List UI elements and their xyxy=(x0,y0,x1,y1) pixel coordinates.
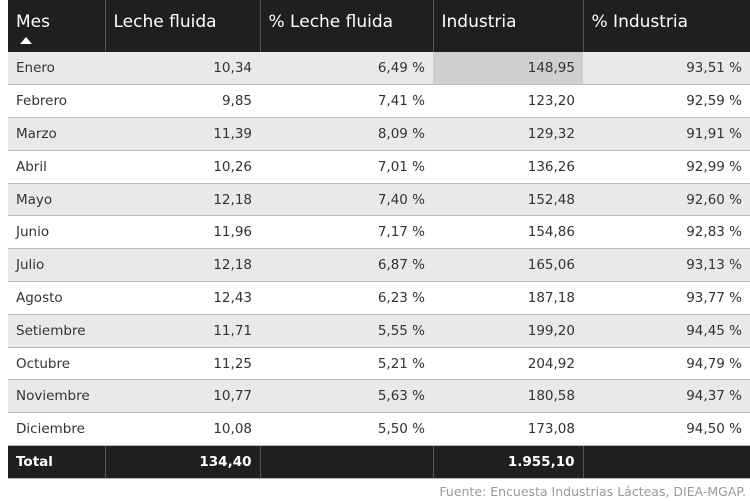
table-cell: 6,87 % xyxy=(260,248,433,283)
column-header: Leche fluida xyxy=(105,0,261,52)
table-row: Agosto 12,43 6,23 % 187,18 93,77 % xyxy=(8,281,750,315)
table-cell: 180,58 xyxy=(433,379,583,414)
table-cell: 94,79 % xyxy=(583,347,750,381)
table-row: Setiembre 11,71 5,55 % 199,20 94,45 % xyxy=(8,314,750,348)
table-row: Octubre 11,25 5,21 % 204,92 94,79 % xyxy=(8,347,750,381)
table-cell: Julio xyxy=(8,248,105,283)
table-cell: Noviembre xyxy=(8,379,105,414)
total-cell xyxy=(260,445,434,480)
table-cell: 152,48 xyxy=(433,183,583,217)
table-cell: 92,59 % xyxy=(583,84,750,119)
table-cell: 91,91 % xyxy=(583,117,750,151)
table-cell: 199,20 xyxy=(433,314,583,348)
table-cell: Enero xyxy=(8,52,105,86)
sort-arrow xyxy=(20,37,32,44)
table-cell: 173,08 xyxy=(433,412,583,447)
total-cell: 1.955,10 xyxy=(433,445,584,480)
table-cell: 7,40 % xyxy=(260,183,433,217)
table-row: Mayo 12,18 7,40 % 152,48 92,60 % xyxy=(8,183,750,217)
table-cell: 148,95 xyxy=(433,52,583,86)
table-cell: 93,13 % xyxy=(583,248,750,283)
table-cell: 11,25 xyxy=(105,347,260,381)
table-row: Julio 12,18 6,87 % 165,06 93,13 % xyxy=(8,248,750,283)
table-cell: 11,39 xyxy=(105,117,260,151)
data-table: Mes Leche fluida% Leche fluida Industria% … xyxy=(8,0,750,480)
table-cell: Marzo xyxy=(8,117,105,151)
table-row: Junio 11,96 7,17 % 154,86 92,83 % xyxy=(8,215,750,250)
table-cell: 9,85 xyxy=(105,84,260,119)
table-cell: 93,77 % xyxy=(583,281,750,315)
table-cell: 12,43 xyxy=(105,281,260,315)
table-cell: Mayo xyxy=(8,183,105,217)
table-cell: 165,06 xyxy=(433,248,583,283)
table-cell: 10,26 xyxy=(105,150,260,184)
table-cell: 92,60 % xyxy=(583,183,750,217)
table-cell: 94,50 % xyxy=(583,412,750,447)
table-cell: 187,18 xyxy=(433,281,583,315)
column-header: Industria xyxy=(433,0,584,52)
table-cell: Diciembre xyxy=(8,412,105,447)
table-cell: 154,86 xyxy=(433,215,583,250)
column-header: % Industria xyxy=(583,0,750,52)
table-cell: Setiembre xyxy=(8,314,105,348)
source-note: Fuente: Encuesta Industrias Lácteas, DIE… xyxy=(439,484,746,499)
table-cell: 8,09 % xyxy=(260,117,433,151)
table-cell: 93,51 % xyxy=(583,52,750,86)
table-cell: 7,17 % xyxy=(260,215,433,250)
table-cell: 92,83 % xyxy=(583,215,750,250)
table-cell: 123,20 xyxy=(433,84,583,119)
column-header: % Leche fluida xyxy=(260,0,434,52)
total-cell: 134,40 xyxy=(105,445,261,480)
table-row: Febrero 9,85 7,41 % 123,20 92,59 % xyxy=(8,84,750,119)
table-cell: 11,71 xyxy=(105,314,260,348)
table-cell: 10,77 xyxy=(105,379,260,414)
table-cell: 129,32 xyxy=(433,117,583,151)
table-cell: Febrero xyxy=(8,84,105,119)
table-cell: 10,34 xyxy=(105,52,260,86)
table-cell: 6,49 % xyxy=(260,52,433,86)
table-cell: Octubre xyxy=(8,347,105,381)
header-row: Mes Leche fluida% Leche fluida Industria% … xyxy=(8,0,750,52)
table-cell: 5,63 % xyxy=(260,379,433,414)
table-cell: 94,37 % xyxy=(583,379,750,414)
table-row: Marzo 11,39 8,09 % 129,32 91,91 % xyxy=(8,117,750,151)
table-cell: Agosto xyxy=(8,281,105,315)
table-row: Noviembre 10,77 5,63 % 180,58 94,37 % xyxy=(8,379,750,414)
table-cell: 5,50 % xyxy=(260,412,433,447)
table-cell: 5,21 % xyxy=(260,347,433,381)
table-row: Diciembre 10,08 5,50 % 173,08 94,50 % xyxy=(8,412,750,447)
table-cell: Junio xyxy=(8,215,105,250)
table-cell: 136,26 xyxy=(433,150,583,184)
table-cell: 6,23 % xyxy=(260,281,433,315)
table-cell: 12,18 xyxy=(105,248,260,283)
table-row: Enero 10,34 6,49 % 148,95 93,51 % xyxy=(8,52,750,86)
table-cell: 204,92 xyxy=(433,347,583,381)
table-cell: 94,45 % xyxy=(583,314,750,348)
column-header[interactable]: Mes xyxy=(8,0,106,52)
table-cell: Abril xyxy=(8,150,105,184)
table-cell: 92,99 % xyxy=(583,150,750,184)
total-cell xyxy=(583,445,750,480)
total-row: Total 134,40 1.955,10 xyxy=(8,445,750,480)
table-cell: 7,41 % xyxy=(260,84,433,119)
table-cell: 5,55 % xyxy=(260,314,433,348)
table-row: Abril 10,26 7,01 % 136,26 92,99 % xyxy=(8,150,750,184)
table-cell: 7,01 % xyxy=(260,150,433,184)
table-cell: 12,18 xyxy=(105,183,260,217)
table-cell: 10,08 xyxy=(105,412,260,447)
table-cell: 11,96 xyxy=(105,215,260,250)
total-label: Total xyxy=(8,445,106,480)
